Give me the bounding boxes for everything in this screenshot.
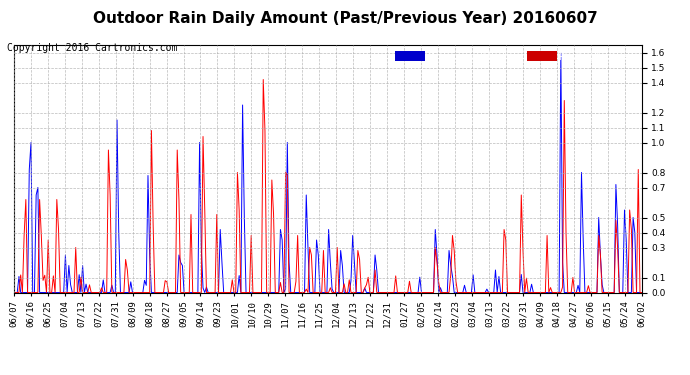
Legend: Previous (Inches), Past (Inches): Previous (Inches), Past (Inches) <box>395 50 637 62</box>
Text: Outdoor Rain Daily Amount (Past/Previous Year) 20160607: Outdoor Rain Daily Amount (Past/Previous… <box>92 11 598 26</box>
Text: Copyright 2016 Cartronics.com: Copyright 2016 Cartronics.com <box>7 43 177 53</box>
